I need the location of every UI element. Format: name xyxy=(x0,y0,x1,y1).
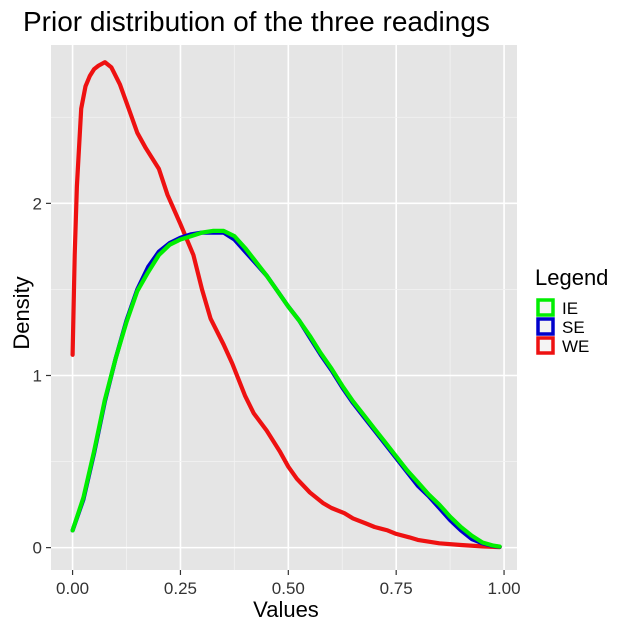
x-tick-label: 0.50 xyxy=(272,579,305,598)
series-line-we xyxy=(70,60,502,550)
legend-key-we xyxy=(536,336,555,355)
x-tick-label: 1.00 xyxy=(488,579,521,598)
plot-panel xyxy=(51,45,517,570)
legend-label-ie: IE xyxy=(562,299,578,318)
legend-title: Legend xyxy=(535,265,608,290)
x-axis-title: Values xyxy=(253,597,319,622)
axis-ticks: 0.00 0.25 0.50 0.75 1.00 0 1 2 xyxy=(33,194,521,598)
legend-key-se xyxy=(536,317,555,336)
legend-label-we: WE xyxy=(562,337,589,356)
y-tick-label: 0 xyxy=(33,539,42,558)
legend-key-ie xyxy=(536,298,555,317)
y-tick-label: 2 xyxy=(33,194,42,213)
x-tick-label: 0.00 xyxy=(56,579,89,598)
series-line-ie xyxy=(70,228,502,549)
chart-title: Prior distribution of the three readings xyxy=(23,6,490,37)
panel-background xyxy=(51,45,517,570)
y-tick-label: 1 xyxy=(33,366,42,385)
x-tick-label: 0.25 xyxy=(164,579,197,598)
legend-label-se: SE xyxy=(562,318,585,337)
y-axis-title: Density xyxy=(9,276,34,349)
series-lines xyxy=(70,60,502,550)
x-tick-label: 0.75 xyxy=(380,579,413,598)
